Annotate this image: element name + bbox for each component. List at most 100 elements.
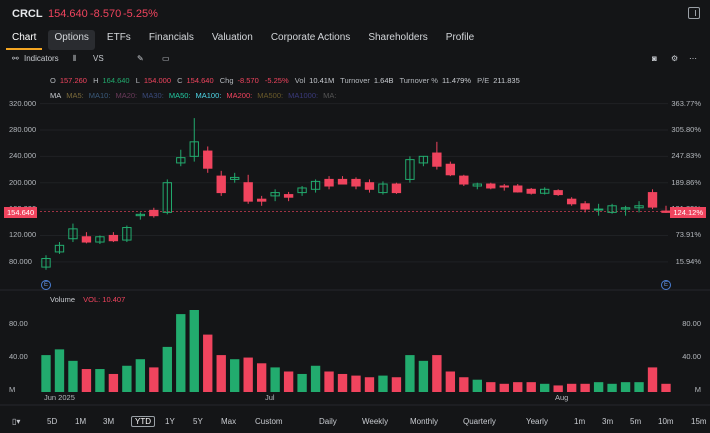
volume-bar[interactable]	[216, 355, 226, 392]
volume-bar[interactable]	[149, 367, 159, 392]
candle-body[interactable]	[203, 150, 213, 169]
range-button-ytd[interactable]: YTD	[131, 416, 155, 427]
candle-body[interactable]	[526, 188, 536, 194]
volume-bar[interactable]	[607, 383, 617, 392]
ma-legend-item[interactable]: MA5:	[66, 91, 84, 100]
period-button-daily[interactable]: Daily	[319, 417, 337, 426]
candle-body[interactable]	[230, 176, 240, 180]
candle-body[interactable]	[351, 178, 361, 187]
candle-body[interactable]	[378, 183, 388, 194]
range-button-1y[interactable]: 1Y	[165, 417, 175, 426]
candle-body[interactable]	[108, 234, 119, 242]
volume-bar[interactable]	[122, 365, 132, 392]
candle-body[interactable]	[540, 188, 550, 194]
ma-legend-item[interactable]: MA500:	[257, 91, 284, 100]
chart-type-icon[interactable]: ⫴	[73, 54, 77, 63]
candle-body[interactable]	[445, 163, 456, 176]
volume-bar[interactable]	[445, 371, 456, 393]
volume-bar[interactable]	[526, 382, 536, 392]
period-button-1m[interactable]: 1m	[574, 417, 586, 426]
candle-body[interactable]	[634, 205, 644, 209]
tab-etfs[interactable]: ETFs	[106, 32, 131, 43]
candle-body[interactable]	[647, 192, 658, 208]
range-button-3m[interactable]: 3M	[103, 417, 115, 426]
volume-bar[interactable]	[297, 373, 307, 392]
tab-financials[interactable]: Financials	[148, 32, 194, 43]
volume-bar[interactable]	[243, 357, 253, 392]
candle-body[interactable]	[95, 236, 105, 243]
volume-bar[interactable]	[499, 383, 509, 392]
volume-bar[interactable]	[337, 373, 348, 392]
volume-bar[interactable]	[634, 382, 644, 392]
candle-body[interactable]	[54, 244, 65, 253]
sidebar-toggle-icon[interactable]: ▯▾	[12, 417, 21, 426]
volume-bar[interactable]	[513, 382, 523, 392]
period-button-3m[interactable]: 3m	[602, 417, 614, 426]
indicators-button[interactable]: Indicators	[24, 54, 59, 63]
volume-bar[interactable]	[95, 369, 105, 392]
volume-bar[interactable]	[54, 349, 65, 392]
candle-body[interactable]	[405, 159, 415, 180]
candle-body[interactable]	[432, 152, 442, 167]
ma-legend-item[interactable]: MA:	[323, 91, 337, 100]
candle-body[interactable]	[81, 236, 92, 243]
candle-body[interactable]	[270, 192, 280, 197]
volume-bar[interactable]	[176, 314, 186, 392]
tab-profile[interactable]: Profile	[445, 32, 475, 43]
tab-options[interactable]: Options	[48, 30, 95, 50]
volume-bar[interactable]	[270, 367, 280, 392]
volume-bar[interactable]	[324, 371, 334, 393]
volume-bar[interactable]	[620, 382, 631, 392]
candle-body[interactable]	[459, 175, 469, 185]
volume-bar[interactable]	[135, 359, 146, 392]
period-button-yearly[interactable]: Yearly	[526, 417, 548, 426]
candle-body[interactable]	[364, 182, 375, 190]
volume-bar[interactable]	[459, 377, 469, 392]
volume-bar[interactable]	[189, 310, 199, 392]
tab-valuation[interactable]: Valuation	[211, 32, 253, 43]
camera-icon[interactable]: ◙	[652, 54, 657, 63]
window-toggle-icon[interactable]	[688, 7, 700, 19]
range-button-custom[interactable]: Custom	[255, 417, 283, 426]
period-button-quarterly[interactable]: Quarterly	[463, 417, 496, 426]
volume-bar[interactable]	[283, 371, 294, 393]
ma-legend-item[interactable]: MA200:	[226, 91, 253, 100]
ma-legend-item[interactable]: MA50:	[168, 91, 191, 100]
volume-bar[interactable]	[378, 375, 388, 392]
tab-corporate-actions[interactable]: Corporate Actions	[270, 32, 351, 43]
candle-body[interactable]	[324, 178, 334, 187]
volume-bar[interactable]	[230, 359, 240, 392]
drawing-icon[interactable]: ✎	[137, 54, 144, 63]
volume-bar[interactable]	[418, 360, 429, 392]
candle-body[interactable]	[607, 205, 617, 213]
tab-chart[interactable]: Chart	[6, 30, 43, 50]
candle-body[interactable]	[553, 190, 563, 196]
candle-body[interactable]	[149, 209, 159, 217]
candle-body[interactable]	[513, 185, 523, 193]
candle-body[interactable]	[620, 207, 631, 210]
volume-bar[interactable]	[256, 363, 267, 392]
volume-bar[interactable]	[364, 377, 375, 392]
candle-body[interactable]	[243, 182, 253, 202]
layout-icon[interactable]: ▭	[162, 54, 170, 63]
range-button-1m[interactable]: 1M	[75, 417, 87, 426]
period-button-10m[interactable]: 10m	[658, 417, 674, 426]
range-button-max[interactable]: Max	[221, 417, 237, 426]
candle-body[interactable]	[472, 183, 482, 187]
gear-icon[interactable]: ⚙	[671, 54, 679, 63]
volume-bar[interactable]	[41, 355, 51, 392]
volume-bar[interactable]	[68, 360, 78, 392]
candle-body[interactable]	[337, 178, 348, 185]
volume-bar[interactable]	[580, 383, 590, 392]
volume-bar[interactable]	[310, 365, 321, 392]
volume-bar[interactable]	[81, 369, 92, 392]
candle-body[interactable]	[580, 203, 590, 210]
volume-bar[interactable]	[593, 382, 604, 392]
ma-legend-item[interactable]: MA1000:	[288, 91, 319, 100]
candle-body[interactable]	[418, 155, 429, 164]
volume-bar[interactable]	[540, 383, 550, 392]
candle-body[interactable]	[310, 180, 321, 190]
volume-bar[interactable]	[432, 355, 442, 392]
candle-body[interactable]	[176, 157, 186, 164]
